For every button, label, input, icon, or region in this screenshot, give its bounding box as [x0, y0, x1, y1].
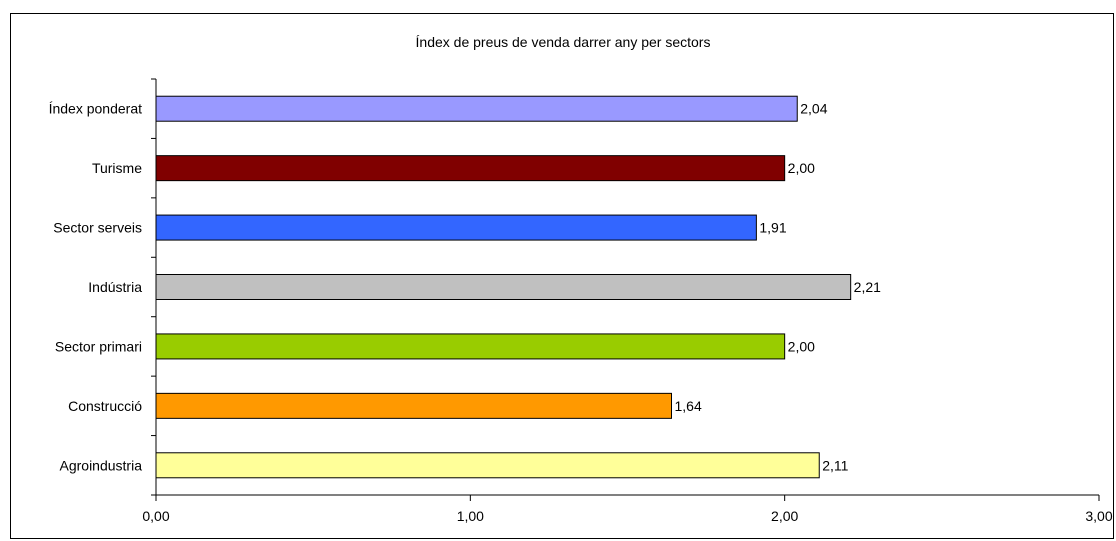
x-tick-label: 1,00 — [457, 508, 484, 524]
data-label: 2,00 — [788, 338, 815, 354]
chart-title: Índex de preus de venda darrer any per s… — [415, 34, 711, 50]
bar — [155, 95, 798, 122]
data-label: 1,91 — [759, 220, 786, 236]
data-label: 2,00 — [788, 160, 815, 176]
x-tick-label: 3,00 — [1085, 508, 1112, 524]
x-tick-label: 2,00 — [771, 508, 798, 524]
x-tick-label: 0,00 — [142, 508, 169, 524]
bar — [155, 333, 786, 360]
bar — [155, 274, 852, 300]
bar — [155, 214, 757, 241]
category-label: Construcció — [68, 398, 142, 414]
category-label: Indústria — [88, 279, 142, 295]
category-label: Sector primari — [55, 338, 142, 354]
bar — [155, 452, 820, 479]
data-label: 2,21 — [854, 279, 881, 295]
bar — [155, 155, 786, 182]
bar — [155, 392, 673, 419]
data-label: 1,64 — [675, 398, 702, 414]
data-label: 2,04 — [800, 101, 827, 117]
data-label: 2,11 — [822, 457, 848, 473]
category-label: Sector serveis — [53, 220, 142, 236]
category-label: Índex ponderat — [49, 101, 143, 117]
category-label: Turisme — [92, 160, 142, 176]
category-label: Agroindustria — [60, 457, 143, 473]
